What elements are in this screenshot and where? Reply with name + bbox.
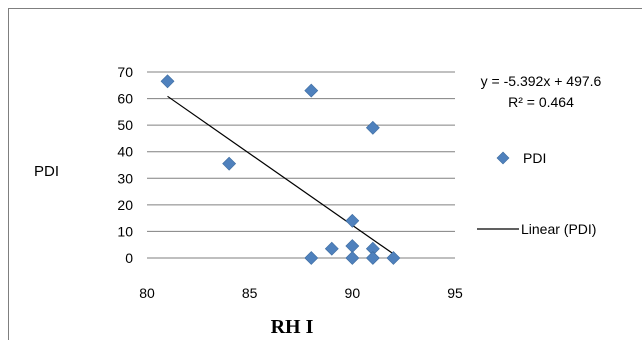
data-point [365, 120, 380, 135]
y-tick-label: 10 [117, 223, 133, 239]
y-tick-labels: 0 10 20 30 40 50 60 70 [117, 64, 133, 266]
trendline-equation: y = -5.392x + 497.6 [481, 73, 602, 89]
y-tick-label: 60 [117, 91, 133, 107]
x-tick-label: 85 [242, 285, 258, 301]
data-point [304, 83, 319, 98]
data-point [324, 241, 339, 256]
data-point [304, 251, 319, 265]
data-point [345, 239, 360, 253]
y-tick-label: 0 [125, 250, 133, 266]
x-tick-label: 90 [345, 285, 361, 301]
legend: PDI Linear (PDI) [477, 150, 596, 237]
x-tick-label: 95 [447, 285, 463, 301]
y-axis-label: PDI [34, 163, 59, 180]
data-points [160, 74, 401, 265]
trendline [167, 95, 394, 255]
data-point [345, 251, 360, 265]
data-point [386, 251, 401, 265]
y-tick-label: 50 [117, 117, 133, 133]
y-tick-label: 70 [117, 64, 133, 80]
x-tick-labels: 80 85 90 95 [139, 285, 463, 301]
x-tick-label: 80 [139, 285, 155, 301]
trendline-r-squared: R² = 0.464 [508, 94, 574, 110]
data-point [222, 156, 237, 171]
data-point [365, 251, 380, 265]
y-tick-label: 40 [117, 144, 133, 160]
data-point [160, 74, 175, 89]
legend-entry-pdi: PDI [523, 150, 546, 166]
y-tick-label: 20 [117, 197, 133, 213]
data-point [345, 213, 360, 228]
y-tick-label: 30 [117, 170, 133, 186]
chart-area [8, 8, 642, 340]
x-axis-label: RH I [271, 316, 314, 338]
gridlines [147, 71, 455, 259]
legend-entry-linear-pdi: Linear (PDI) [521, 221, 596, 237]
legend-marker-diamond [496, 151, 510, 165]
